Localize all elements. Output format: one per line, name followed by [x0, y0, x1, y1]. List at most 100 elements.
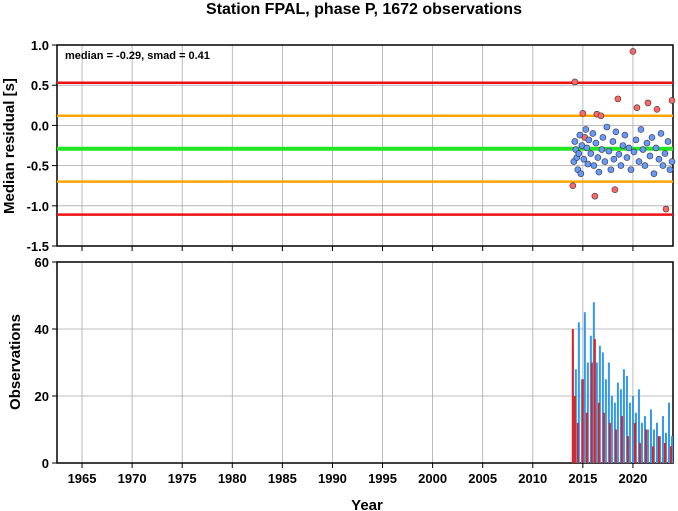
observation-bar [670, 436, 673, 463]
residual-point [585, 136, 593, 144]
residual-point [659, 162, 667, 169]
residual-point [592, 139, 600, 147]
x-tick-label: 1995 [368, 471, 397, 486]
residual-point [577, 170, 585, 177]
residual-point [615, 151, 623, 158]
residual-point [657, 130, 665, 137]
stats-annotation: median = -0.29, smad = 0.41 [65, 50, 210, 62]
residual-point [579, 110, 587, 117]
observation-bar [640, 422, 643, 463]
y-tick-label: 20 [35, 389, 49, 404]
residual-point [584, 160, 592, 168]
observation-bar [573, 396, 576, 463]
observation-bar [658, 436, 661, 463]
observation-bar [655, 422, 658, 463]
residual-point [594, 154, 602, 161]
x-tick-label: 1975 [168, 471, 197, 486]
observation-bar [614, 429, 617, 463]
observation-bar [571, 329, 574, 463]
observation-bar [590, 362, 593, 463]
residual-point [623, 154, 631, 161]
observation-bar [580, 379, 583, 463]
residual-point [664, 138, 672, 145]
observation-bar [595, 362, 598, 463]
observation-bar [631, 396, 634, 463]
residual-point [619, 142, 627, 149]
residual-point [611, 186, 619, 194]
residual-point [580, 155, 588, 163]
residual-point [666, 166, 674, 173]
residual-point [630, 148, 638, 156]
observation-bar [577, 322, 580, 463]
y-tick-label: 60 [35, 255, 49, 270]
observation-bar [628, 402, 631, 463]
y-tick-label: -0.5 [27, 159, 49, 174]
observation-bar [649, 409, 652, 463]
y-tick-label: -1.5 [27, 239, 49, 254]
observation-bar [616, 382, 619, 463]
residual-point [621, 131, 629, 139]
observation-bar [586, 362, 589, 463]
observation-bar [626, 436, 629, 463]
residual-point [571, 78, 579, 86]
observation-bar [667, 402, 670, 463]
residual-point [614, 95, 622, 103]
residual-point [652, 144, 660, 152]
observation-bar [601, 352, 604, 463]
residual-point [605, 147, 613, 155]
residual-point [633, 104, 641, 112]
residual-point [617, 162, 625, 169]
observation-bar [669, 446, 672, 463]
y-tick-label: 40 [35, 322, 49, 337]
x-tick-label: 1970 [118, 471, 147, 486]
x-tick-label: 1985 [268, 471, 297, 486]
observation-bar [619, 389, 622, 463]
residual-point [625, 144, 633, 152]
residual-point [646, 152, 654, 160]
residual-point [668, 158, 676, 165]
residual-point [644, 99, 652, 107]
x-tick-label: 2005 [468, 471, 497, 486]
observation-bar [644, 429, 647, 463]
observation-bar [593, 339, 596, 463]
x-tick-label: 1990 [318, 471, 347, 486]
observation-bar [651, 446, 654, 463]
observation-bar [592, 302, 595, 463]
observation-bar [608, 422, 611, 463]
observations-panel: 60 40 20 0 1965 1970 1975 1980 1985 1990 1995 2000 2… [35, 255, 674, 486]
x-tick-label: 1980 [218, 471, 247, 486]
observation-bar [657, 436, 660, 463]
observation-bar [581, 379, 584, 463]
residual-point [612, 128, 620, 136]
x-tick-label: 2020 [618, 471, 647, 486]
observation-bar [607, 362, 610, 463]
residual-point [668, 97, 676, 104]
residual-point [662, 205, 670, 213]
observation-bar [638, 442, 641, 463]
observation-bar [574, 369, 577, 463]
x-tick-label: 2015 [568, 471, 597, 486]
residual-point [609, 138, 617, 145]
y-tick-label: 1.0 [31, 38, 49, 53]
observation-bar [585, 412, 588, 463]
residual-point [655, 155, 663, 163]
residual-point [569, 182, 577, 189]
residual-point [661, 150, 669, 157]
observation-bar [576, 422, 579, 463]
residual-point [597, 112, 605, 120]
observation-bar [646, 429, 649, 463]
residual-point [601, 158, 609, 165]
residual-point [639, 146, 647, 153]
residual-point [635, 158, 643, 165]
observation-bar [637, 389, 640, 463]
observation-bar [583, 312, 586, 463]
observation-bar [613, 402, 616, 463]
observation-bar [664, 432, 667, 463]
residual-point [591, 192, 599, 200]
residual-point [590, 162, 598, 169]
residual-point [629, 48, 637, 55]
residual-point [587, 150, 595, 157]
y-tick-label: -1.0 [27, 199, 49, 214]
observation-bar [661, 416, 664, 463]
observation-bar [643, 416, 646, 463]
